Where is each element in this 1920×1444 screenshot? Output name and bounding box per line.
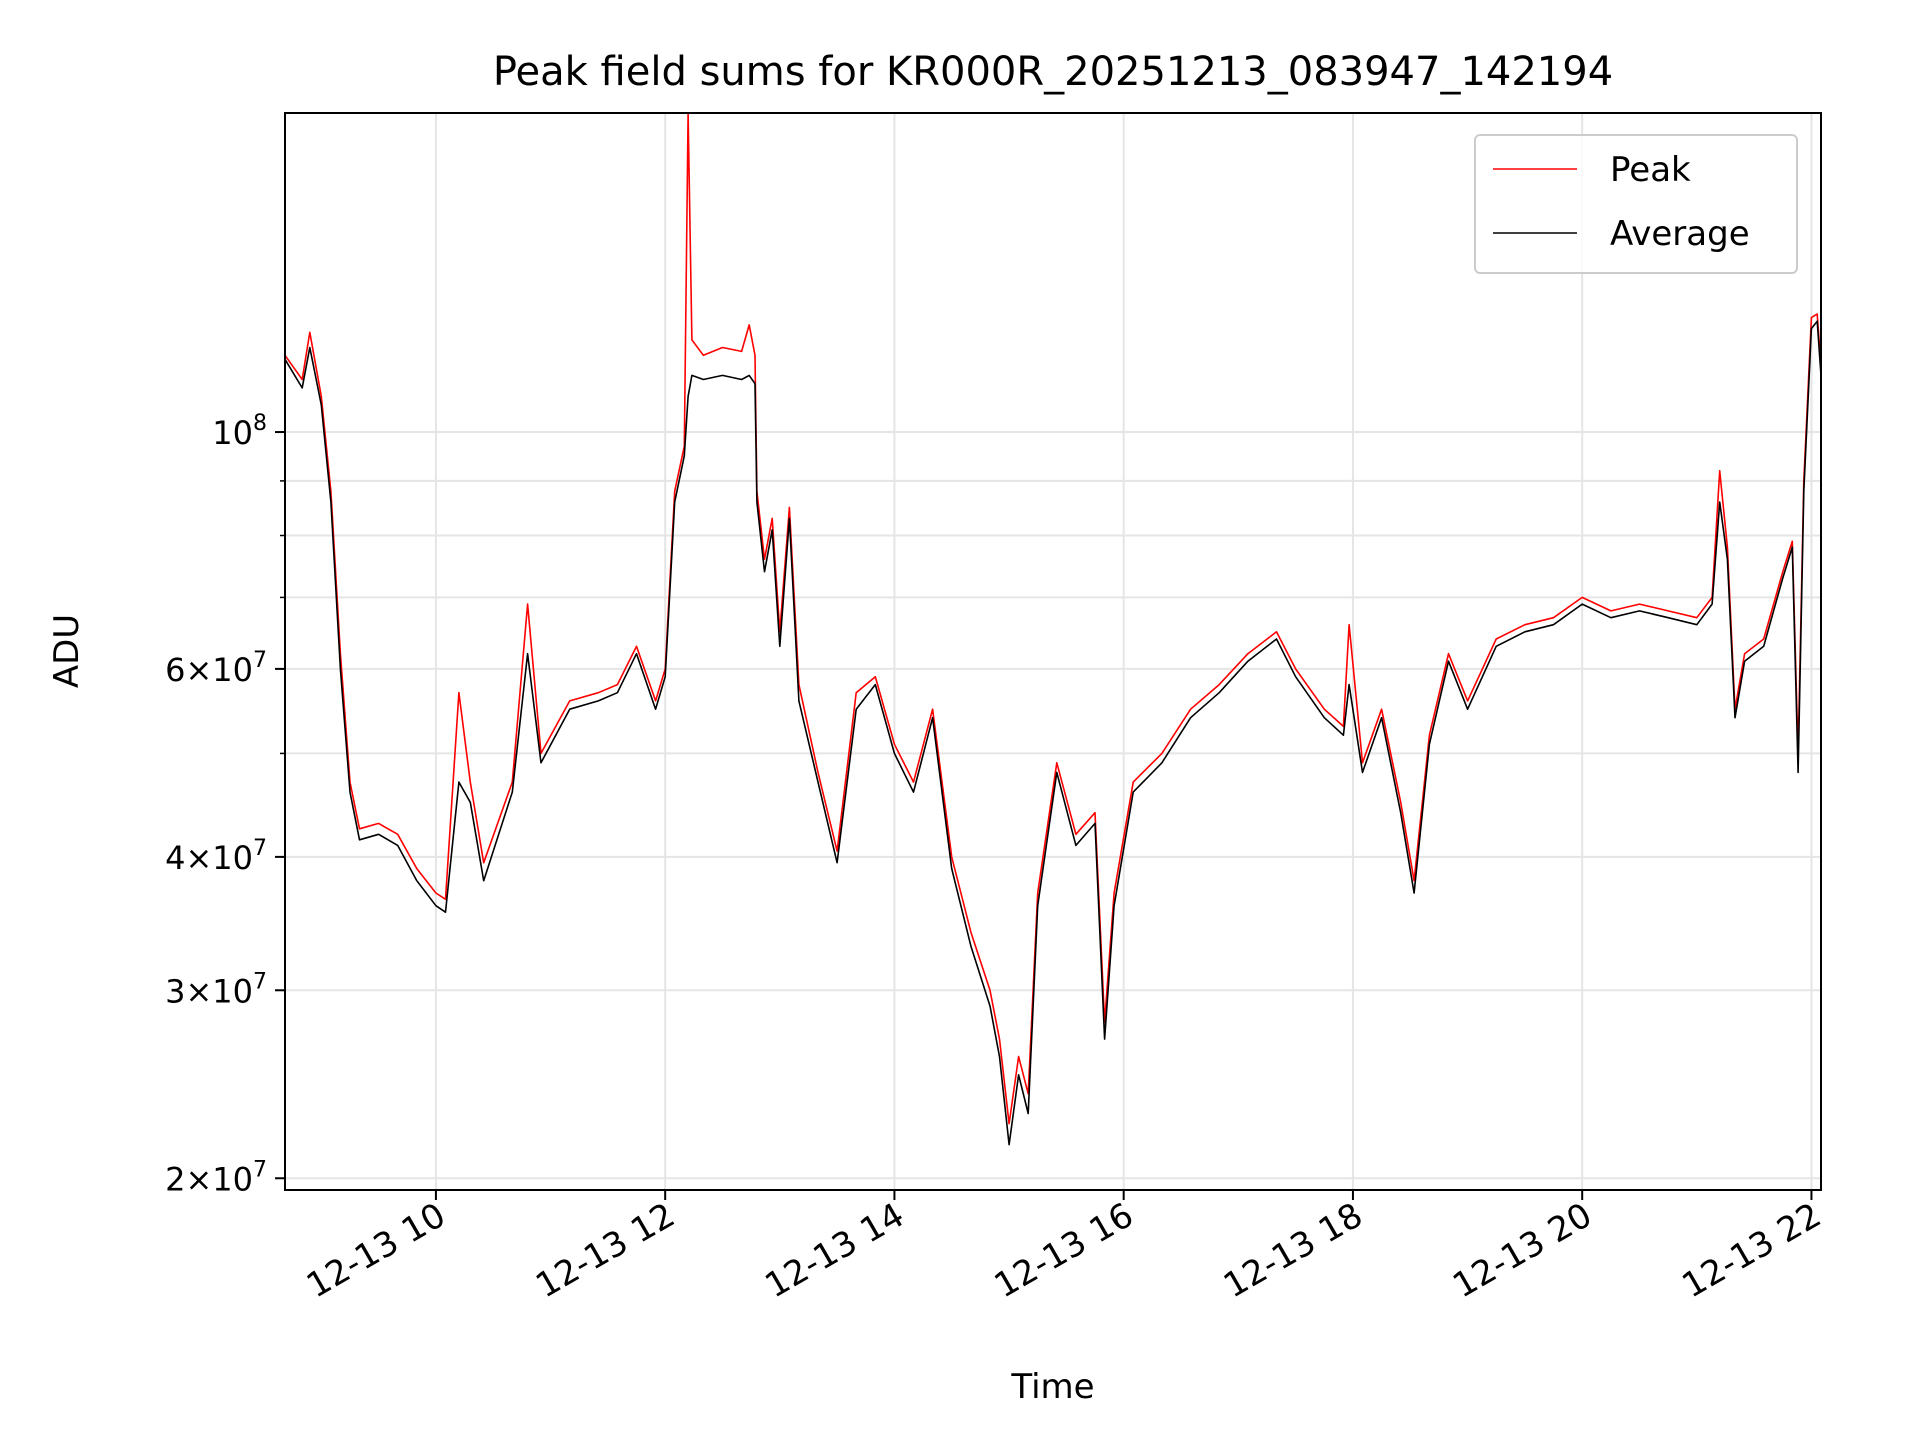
y-tick-base: 10 <box>212 839 253 877</box>
y-tick-label: 108 <box>212 411 267 452</box>
y-tick-exponent: 7 <box>253 969 267 994</box>
y-tick-exponent: 7 <box>253 648 267 673</box>
y-tick-mantissa: 6 <box>165 651 185 689</box>
y-tick-base: 10 <box>212 651 253 689</box>
chart-title: Peak field sums for KR000R_20251213_0839… <box>493 49 1613 95</box>
y-tick-times: × <box>185 651 212 689</box>
y-tick-label: 4×107 <box>165 836 267 877</box>
y-tick-mantissa: 4 <box>165 839 185 877</box>
y-tick-base: 10 <box>212 1160 253 1198</box>
y-tick-exponent: 8 <box>253 411 267 436</box>
y-tick-label: 3×107 <box>165 969 267 1010</box>
y-tick-label: 6×107 <box>165 648 267 689</box>
y-tick-mantissa: 2 <box>165 1160 185 1198</box>
series-line-average <box>284 320 1822 1146</box>
y-tick-exponent: 7 <box>253 1157 267 1182</box>
grid-lines <box>285 113 1821 1190</box>
y-tick-times: × <box>185 839 212 877</box>
series-lines <box>284 112 1822 1146</box>
series-line-peak <box>284 112 1822 1125</box>
y-tick-mantissa: 3 <box>165 972 185 1010</box>
legend-average-label: Average <box>1610 214 1750 254</box>
y-axis-label: ADU <box>47 614 87 688</box>
legend-peak-label: Peak <box>1610 150 1691 190</box>
y-tick-label: 2×107 <box>165 1157 267 1198</box>
y-tick-base: 10 <box>212 414 253 452</box>
legend: Peak Average <box>1474 134 1798 274</box>
y-tick-times: × <box>185 972 212 1010</box>
y-tick-times: × <box>185 1160 212 1198</box>
plot-frame <box>284 112 1822 1191</box>
y-tick-exponent: 7 <box>253 836 267 861</box>
y-tick-base: 10 <box>212 972 253 1010</box>
x-axis-label: Time <box>1010 1367 1094 1407</box>
